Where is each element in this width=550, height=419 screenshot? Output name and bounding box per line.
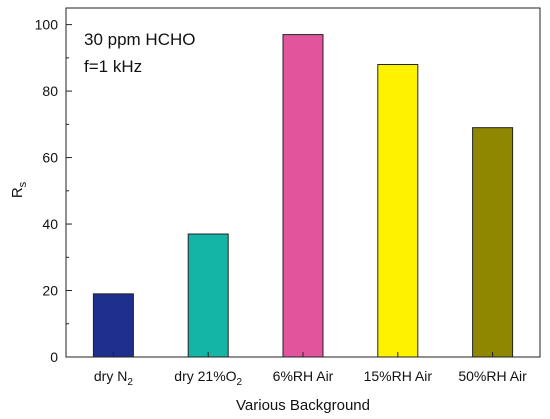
bar	[472, 127, 514, 358]
x-axis: dry N2 dry 21%O2 6%RH Air 15%RH Air 50%RH Ai…	[94, 352, 527, 388]
bar	[377, 64, 419, 358]
y-axis: 0 20 40 60 80 100	[35, 17, 72, 365]
y-tick-label: 100	[35, 17, 59, 33]
annotation-concentration: 30 ppm HCHO	[84, 30, 195, 49]
y-tick-label: 80	[42, 83, 58, 99]
x-axis-title: Various Background	[236, 397, 370, 414]
y-tick-label: 0	[50, 349, 58, 365]
y-tick-label: 60	[42, 150, 58, 166]
bars-layer	[92, 34, 514, 358]
y-tick-label: 20	[42, 283, 58, 299]
annotation-frequency: f=1 kHz	[84, 57, 142, 76]
x-tick-label: 15%RH Air	[364, 368, 433, 384]
x-tick-label: dry N2	[94, 368, 133, 388]
x-tick-label: 50%RH Air	[458, 368, 527, 384]
bar	[282, 34, 324, 358]
x-tick-label: 6%RH Air	[273, 368, 334, 384]
y-axis-title: Rs	[9, 181, 29, 198]
x-tick-label: dry 21%O2	[174, 368, 242, 388]
bar	[187, 233, 229, 358]
y-tick-label: 40	[42, 216, 58, 232]
bar	[92, 293, 134, 358]
